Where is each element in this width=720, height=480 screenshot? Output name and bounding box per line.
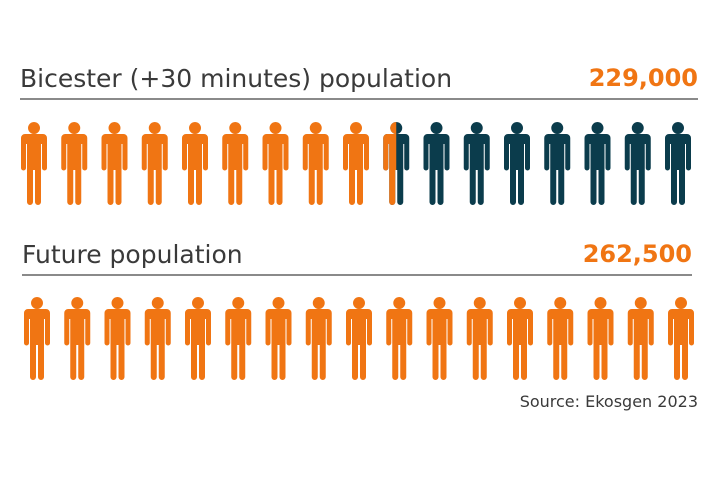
row-value-current: 229,000 (588, 64, 698, 92)
person-icon (504, 122, 530, 205)
person-icon (21, 122, 47, 205)
person-icon (24, 297, 50, 380)
person-icon (61, 122, 88, 205)
row-title-current: Bicester (+30 minutes) population (20, 63, 453, 93)
person-icon (101, 122, 128, 205)
person-icon (665, 122, 691, 205)
person-icon (466, 297, 493, 380)
person-icon (383, 122, 410, 205)
person-icon (225, 297, 252, 380)
pictogram-row-future (24, 297, 694, 380)
person-icon (343, 122, 369, 205)
person-icon (426, 297, 453, 380)
person-icon (104, 297, 131, 380)
person-icon (423, 122, 450, 205)
row-title-future: Future population (22, 239, 243, 269)
person-icon (587, 297, 614, 380)
person-icon (262, 122, 289, 205)
row-value-future: 262,500 (582, 240, 692, 268)
person-icon (141, 122, 168, 205)
person-icon (386, 297, 413, 380)
person-icon (305, 297, 332, 380)
person-icon (302, 122, 329, 205)
row-header-future: Future population 262,500 (22, 234, 692, 276)
person-icon (624, 122, 651, 205)
person-icon (185, 297, 211, 380)
pictogram-row-current (21, 122, 691, 205)
person-icon (64, 297, 91, 380)
person-icon (346, 297, 372, 380)
person-icon (144, 297, 171, 380)
person-icon (584, 122, 611, 205)
person-icon (668, 297, 694, 380)
person-icon (182, 122, 208, 205)
person-icon (547, 297, 574, 380)
row-header-current: Bicester (+30 minutes) population 229,00… (20, 58, 698, 100)
source-note: Source: Ekosgen 2023 (519, 392, 698, 411)
person-icon (222, 122, 249, 205)
person-icon (627, 297, 654, 380)
person-icon (507, 297, 533, 380)
person-icon (463, 122, 490, 205)
person-icon (544, 122, 571, 205)
person-icon (265, 297, 292, 380)
